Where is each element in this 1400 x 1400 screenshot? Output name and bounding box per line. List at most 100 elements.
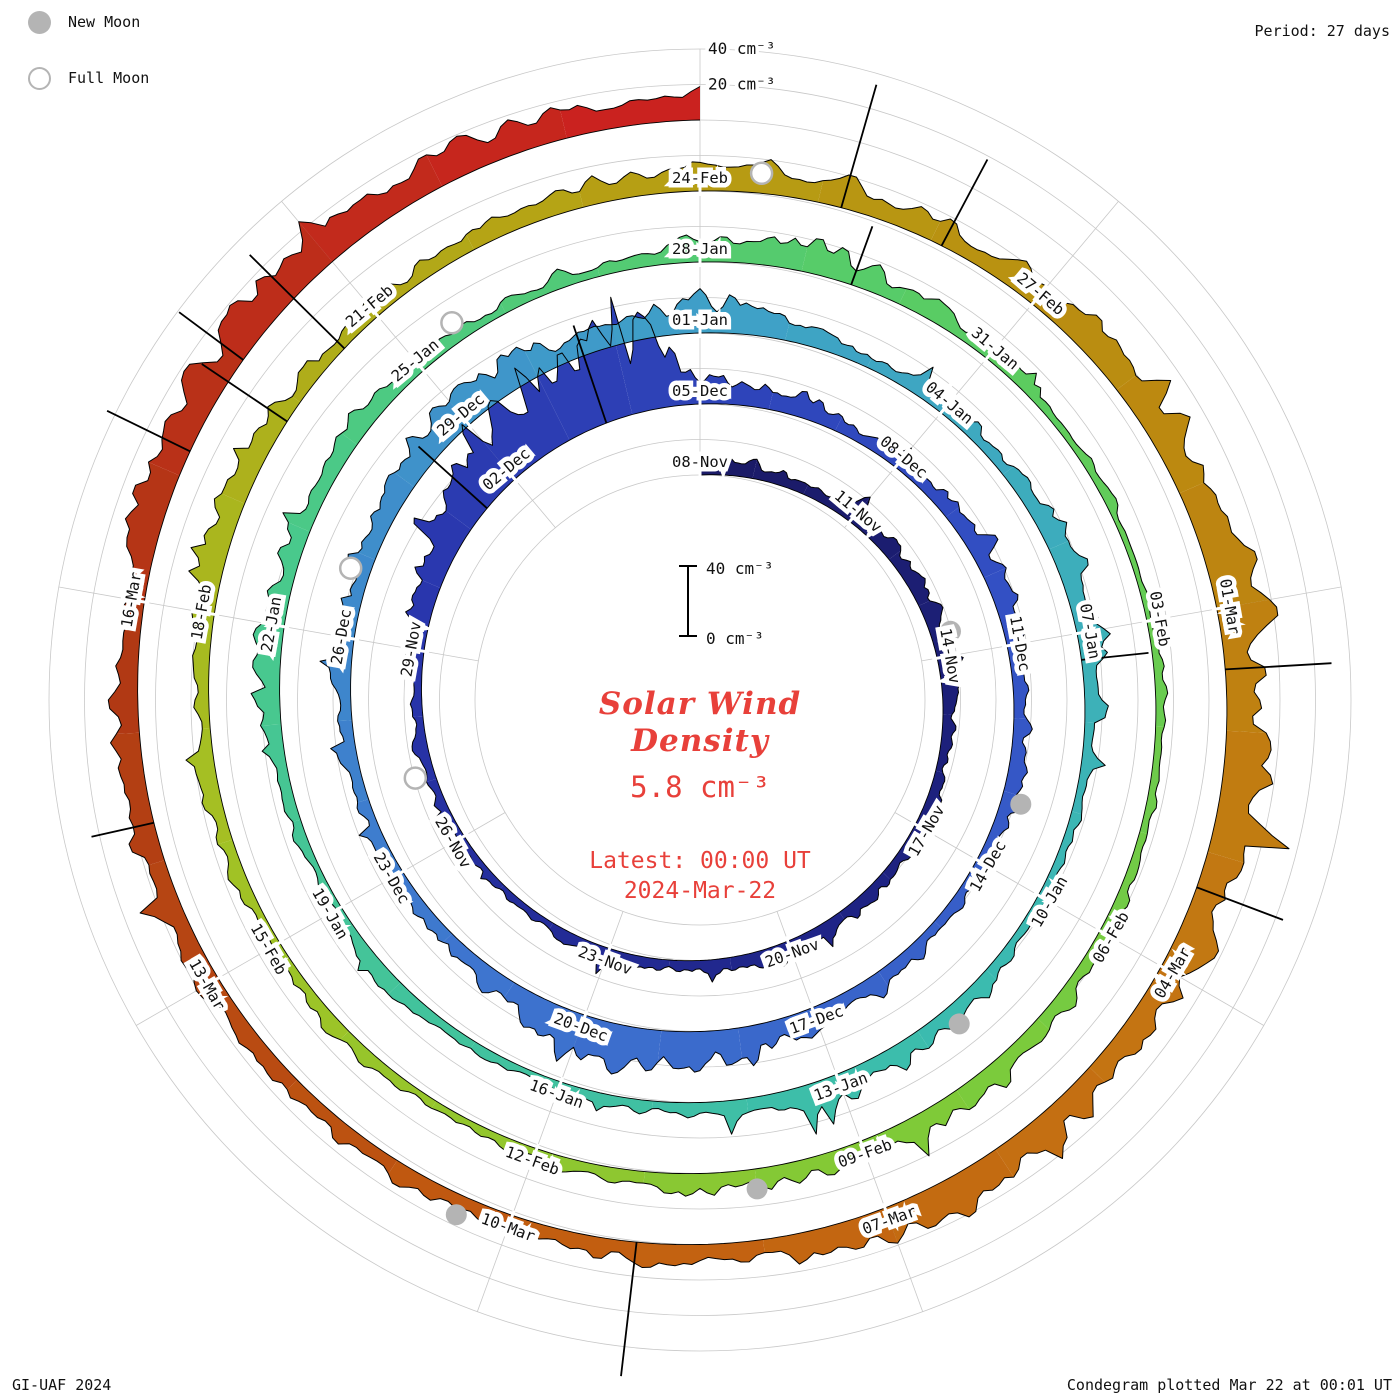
density-ring-segment (634, 1239, 765, 1268)
density-spike (1081, 652, 1149, 661)
density-ring-segment (534, 1148, 645, 1184)
ring-tick-layer (131, 178, 1230, 1229)
full-moon-marker-27-nov (403, 766, 428, 790)
density-outline-layer (107, 86, 1290, 1268)
ring-tick (131, 598, 150, 605)
density-ring-segment (188, 493, 245, 615)
ring-tick (271, 622, 290, 630)
density-ring-segment (560, 86, 700, 139)
scale-bar-zero-label: 0 cm⁻³ (706, 629, 764, 648)
density-ring-segment (579, 161, 700, 208)
ring-tick (1071, 629, 1091, 636)
density-spike (940, 159, 989, 247)
density-ring-segment (573, 1015, 662, 1074)
density-ring-segment (1003, 718, 1033, 795)
density-ring-segment (746, 1074, 844, 1135)
density-ring-segment (839, 872, 891, 920)
density-ring-segment (340, 552, 376, 639)
ring-tick (1094, 927, 1112, 939)
density-spike (620, 1241, 638, 1377)
density-ring-segment (860, 1090, 970, 1156)
plot-timestamp: Condegram plotted Mar 22 at 00:01 UT (1066, 1376, 1392, 1394)
spiral-baseline (137, 119, 1228, 1246)
grid-spoke (894, 812, 1265, 1026)
latest-date-line: 2024-Mar-22 (623, 878, 777, 904)
date-label-28-jan: 28-Jan (672, 240, 728, 258)
center-panel: Solar Wind Density 5.8 cm⁻³ Latest: 00:0… (480, 686, 920, 906)
new-moon-marker-11-jan (948, 1013, 970, 1035)
density-outline (107, 86, 1290, 1268)
density-ring-segment (812, 971, 889, 1030)
density-ring-segment (549, 923, 610, 974)
latest-density-value: 5.8 cm⁻³ (630, 770, 770, 804)
density-ring-segment (803, 484, 871, 522)
ring-tick (329, 903, 347, 915)
scale-bar-max-label: 40 cm⁻³ (706, 559, 773, 578)
density-ring-segment (500, 267, 600, 314)
density-ring-segment (867, 358, 951, 413)
density-ring-segment (217, 839, 280, 947)
density-ring-segment (849, 497, 901, 560)
density-ring-segment (738, 1007, 821, 1066)
density-spike (106, 409, 191, 453)
ring-tick (784, 935, 794, 954)
density-ring-segment (983, 567, 1027, 646)
density-ring-segment (818, 175, 941, 241)
density-ring-segment (602, 948, 670, 971)
ring-tick (530, 1143, 540, 1162)
density-ring-segment (412, 716, 437, 782)
scale-layer: 40 cm⁻³ 20 cm⁻³ 40 cm⁻³ 0 cm⁻³ (679, 36, 779, 648)
density-ring-segment (186, 728, 233, 845)
density-ring-segment (537, 320, 633, 441)
density-ring-segment (986, 350, 1066, 433)
chart-title-line2: Density (631, 723, 769, 759)
density-ring-segment (835, 416, 912, 468)
density-ring-segment (364, 234, 474, 317)
density-ring-segment (1032, 286, 1136, 390)
ring-tick (555, 1076, 565, 1095)
density-ring-segment (956, 1018, 1050, 1110)
density-ring-segment (1037, 930, 1111, 1030)
density-ring-segment (935, 714, 956, 773)
density-spike (1196, 886, 1284, 921)
ring-tick (931, 654, 951, 661)
density-ring-segment (140, 860, 219, 991)
density-ring-segment (801, 238, 907, 304)
density-ring-segment (884, 1149, 1014, 1244)
density-ring-segment (941, 401, 1014, 475)
ring-tick (936, 401, 951, 418)
density-ring-segment (466, 189, 584, 250)
density-ring-segment (405, 580, 441, 652)
density-ring-segment (768, 391, 843, 431)
density-spike (572, 325, 608, 424)
density-ring-segment (930, 219, 1048, 304)
density-ring-segment (836, 1030, 929, 1099)
density-ring-segment (443, 424, 515, 530)
density-spike (840, 84, 878, 208)
density-ring-segment (449, 347, 538, 425)
new-moon-marker-13-nov (940, 620, 961, 642)
density-ring-segment (272, 942, 349, 1040)
density-ring-segment (392, 871, 453, 943)
density-ring-segment (986, 895, 1047, 980)
legend-new-moon: New Moon (28, 10, 149, 34)
date-label-24-feb: 24-Feb (672, 169, 728, 187)
density-ring-segment (426, 107, 567, 187)
ring-tick (833, 1069, 843, 1088)
density-ring-segment (388, 982, 476, 1049)
density-ring-segment (1002, 466, 1069, 550)
density-spike (91, 821, 155, 838)
density-ring-segment (898, 288, 994, 359)
ring-tick (1001, 642, 1021, 649)
density-ring-segment (934, 859, 986, 928)
density-ring-segment (730, 941, 792, 971)
density-ring-segment (1049, 541, 1104, 634)
density-ring-segment (443, 933, 515, 998)
density-ring-segment (668, 957, 732, 982)
density-ring-segment (1038, 811, 1082, 900)
density-ring-segment (499, 885, 554, 929)
ring-tick (579, 1009, 589, 1028)
density-ring-segment (1007, 643, 1029, 719)
density-ring-segment (700, 453, 757, 479)
chart-title: Solar Wind Density (480, 686, 920, 760)
